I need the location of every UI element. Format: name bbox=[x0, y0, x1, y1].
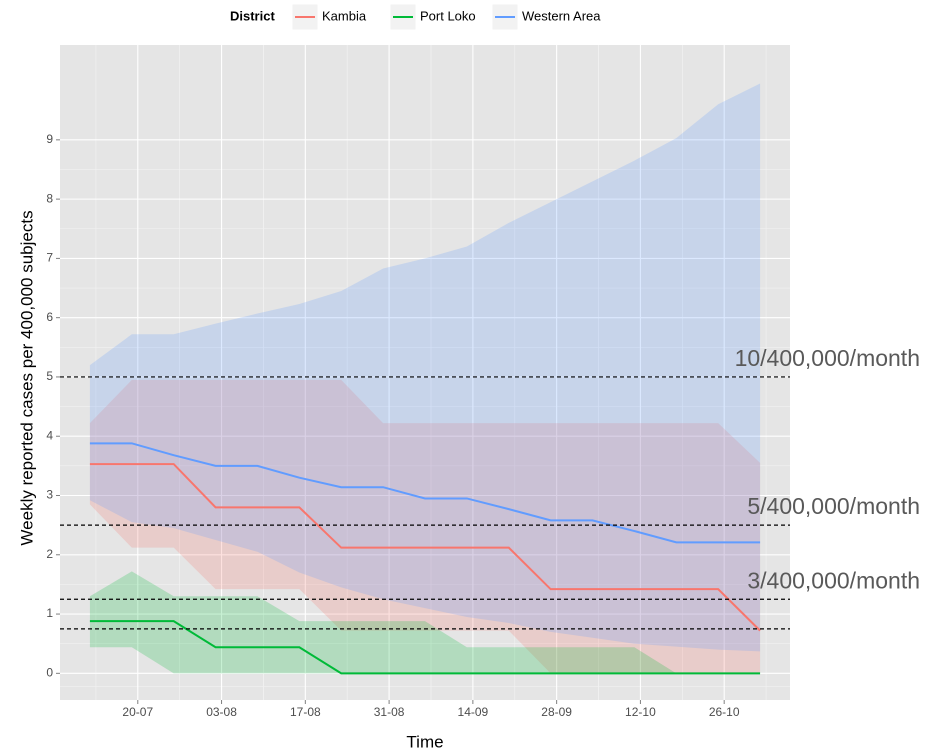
annotation: 3/400,000/month bbox=[747, 567, 920, 593]
line bbox=[89, 442, 761, 544]
axes: 0 1 2 3 4 5 6 7 8 9 20-07 03-08 17-08 31-08 14-09 28-09… bbox=[46, 132, 740, 719]
annotation: 10/400,000/month bbox=[735, 345, 920, 371]
x-tick-label: 20-07 bbox=[122, 705, 153, 719]
line bbox=[89, 620, 761, 675]
y-tick-label: 1 bbox=[46, 606, 53, 620]
y-tick-label: 3 bbox=[46, 488, 53, 502]
annotations: 10/400,000/month 5/400,000/month 3/400,000… bbox=[60, 345, 920, 630]
y-tick-label: 4 bbox=[46, 428, 53, 442]
ribbon bbox=[89, 83, 761, 652]
y-tick-label: 0 bbox=[46, 665, 53, 679]
x-tick-label: 03-08 bbox=[206, 705, 237, 719]
plot-panel bbox=[60, 45, 790, 700]
x-tick-label: 26-10 bbox=[709, 705, 740, 719]
y-tick-label: 7 bbox=[46, 251, 53, 265]
legend: District Kambia Port Loko Western Area bbox=[230, 3, 601, 31]
x-tick-label: 14-09 bbox=[458, 705, 489, 719]
x-tick-label: 28-09 bbox=[541, 705, 572, 719]
legend-label: Port Loko bbox=[420, 8, 476, 23]
legend-label: Kambia bbox=[322, 8, 367, 23]
line bbox=[89, 463, 761, 632]
y-tick-label: 6 bbox=[46, 310, 53, 324]
y-tick-label: 9 bbox=[46, 132, 53, 146]
legend-label: Western Area bbox=[522, 8, 601, 23]
y-tick-label: 5 bbox=[46, 369, 53, 383]
x-tick-label: 17-08 bbox=[290, 705, 321, 719]
y-tick-label: 2 bbox=[46, 547, 53, 561]
y-axis-label: Weekly reported cases per 400,000 subjec… bbox=[17, 210, 36, 545]
x-tick-label: 12-10 bbox=[625, 705, 656, 719]
x-tick-label: 31-08 bbox=[374, 705, 405, 719]
x-axis-label: Time bbox=[406, 732, 443, 751]
annotation: 5/400,000/month bbox=[747, 493, 920, 519]
lines bbox=[89, 442, 761, 675]
ribbon bbox=[89, 379, 761, 674]
y-tick-label: 8 bbox=[46, 191, 53, 205]
legend-title: District bbox=[230, 8, 275, 23]
